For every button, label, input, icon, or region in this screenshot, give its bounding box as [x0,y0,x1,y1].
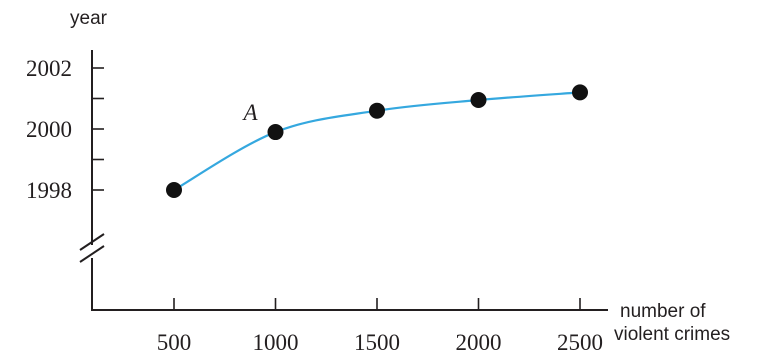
x-tick-label: 1500 [354,330,400,355]
x-axis-label-line-1: number of [620,301,706,322]
data-point [470,92,487,109]
y-axis-break-mark-1 [79,233,105,251]
data-point [166,182,182,198]
x-tick-label: 500 [157,330,192,355]
x-tick-label: 2500 [557,330,603,355]
data-point [572,84,588,101]
x-tick-label: 1000 [253,330,299,355]
y-tick-label: 2000 [26,117,72,142]
y-axis-break-mark-2 [79,245,105,263]
x-axis-label-line-2: violent crimes [614,324,730,345]
y-tick-label: 2002 [26,56,72,81]
data-point [267,124,284,141]
y-axis-label: year [70,8,108,29]
axes [79,50,608,311]
x-tick-label: 2000 [456,330,502,355]
x-ticks: 500 1000 1500 2000 2500 [157,298,603,355]
annotation-label: A [242,100,259,125]
y-ticks: 1998 2000 2002 [26,56,104,203]
y-tick-label: 1998 [26,178,72,203]
data-points [166,84,588,198]
data-point [369,102,385,119]
